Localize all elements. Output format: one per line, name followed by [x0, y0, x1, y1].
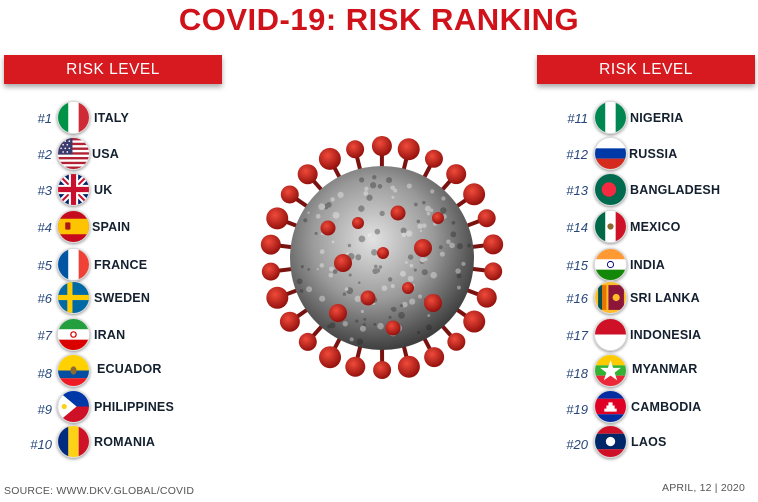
country-name: FRANCE	[94, 258, 147, 272]
list-item: #19 CAMBODIA	[545, 390, 755, 424]
list-item: #15 INDIA	[545, 248, 755, 282]
rank-number: #3	[22, 183, 52, 198]
list-item: #11 NIGERIA	[545, 101, 755, 135]
country-name: MYANMAR	[632, 362, 698, 376]
sweden-flag-icon	[57, 281, 90, 314]
rank-number: #18	[553, 366, 588, 381]
country-name: NIGERIA	[630, 111, 684, 125]
list-item: #9 PHILIPPINES	[0, 390, 250, 424]
rank-number: #20	[553, 437, 588, 452]
rank-number: #12	[553, 147, 588, 162]
france-flag-icon	[57, 248, 90, 281]
list-item: #8 ECUADOR	[0, 354, 250, 388]
list-item: #17 INDONESIA	[545, 318, 755, 352]
country-name: IRAN	[94, 328, 125, 342]
country-name: SWEDEN	[94, 291, 150, 305]
risk-level-header-left: RISK LEVEL	[4, 55, 222, 84]
list-item: #5 FRANCE	[0, 248, 250, 282]
nigeria-flag-icon	[594, 101, 627, 134]
country-name: PHILIPPINES	[94, 400, 174, 414]
myanmar-flag-icon	[594, 354, 627, 387]
iran-flag-icon	[57, 318, 90, 351]
country-name: ITALY	[94, 111, 129, 125]
rank-number: #14	[553, 220, 588, 235]
country-name: CAMBODIA	[631, 400, 701, 414]
indonesia-flag-icon	[594, 318, 627, 351]
laos-flag-icon	[594, 425, 627, 458]
page-title: COVID-19: RISK RANKING	[0, 2, 758, 38]
country-name: MEXICO	[630, 220, 681, 234]
date-text: APRIL, 12 | 2020	[662, 482, 745, 494]
country-name: RUSSIA	[629, 147, 677, 161]
rank-number: #11	[553, 111, 588, 126]
country-name: LAOS	[631, 435, 667, 449]
country-name: USA	[92, 147, 119, 161]
country-name: UK	[94, 183, 112, 197]
rank-number: #16	[553, 291, 588, 306]
rank-number: #19	[553, 402, 588, 417]
rank-number: #4	[22, 220, 52, 235]
russia-flag-icon	[594, 137, 627, 170]
list-item: #20 LAOS	[545, 425, 755, 459]
country-name: INDONESIA	[630, 328, 701, 342]
rank-number: #5	[22, 258, 52, 273]
list-item: #18 MYANMAR	[545, 354, 755, 388]
list-item: #14 MEXICO	[545, 210, 755, 244]
country-name: ECUADOR	[97, 362, 162, 376]
sri-lanka-flag-icon	[594, 281, 627, 314]
rank-number: #1	[22, 111, 52, 126]
list-item: #13 BANGLADESH	[545, 173, 755, 207]
rank-number: #2	[22, 147, 52, 162]
rank-number: #7	[22, 328, 52, 343]
bangladesh-flag-icon	[594, 173, 627, 206]
italy-flag-icon	[57, 101, 90, 134]
country-name: ROMANIA	[94, 435, 155, 449]
list-item: #10 ROMANIA	[0, 425, 250, 459]
rank-number: #13	[553, 183, 588, 198]
rank-number: #8	[22, 366, 52, 381]
country-name: INDIA	[630, 258, 665, 272]
rank-number: #9	[22, 402, 52, 417]
list-item: #4 SPAIN	[0, 210, 250, 244]
list-item: #12 RUSSIA	[545, 137, 755, 171]
list-item: #1 ITALY	[0, 101, 250, 135]
list-item: #2 USA	[0, 137, 250, 171]
list-item: #16 SRI LANKA	[545, 281, 755, 315]
spain-flag-icon	[57, 210, 90, 243]
mexico-flag-icon	[594, 210, 627, 243]
country-name: SPAIN	[92, 220, 130, 234]
usa-flag-icon	[57, 137, 90, 170]
list-item: #3 UK	[0, 173, 250, 207]
india-flag-icon	[594, 248, 627, 281]
country-name: BANGLADESH	[630, 183, 720, 197]
romania-flag-icon	[57, 425, 90, 458]
uk-flag-icon	[57, 173, 90, 206]
cambodia-flag-icon	[594, 390, 627, 423]
rank-number: #15	[553, 258, 588, 273]
philippines-flag-icon	[57, 390, 90, 423]
risk-level-header-right: RISK LEVEL	[537, 55, 755, 84]
source-text: SOURCE: WWW.DKV.GLOBAL/COVID	[4, 485, 194, 497]
list-item: #6 SWEDEN	[0, 281, 250, 315]
ecuador-flag-icon	[57, 354, 90, 387]
country-name: SRI LANKA	[630, 291, 700, 305]
list-item: #7 IRAN	[0, 318, 250, 352]
rank-number: #10	[22, 437, 52, 452]
coronavirus-illustration	[248, 128, 516, 388]
rank-number: #17	[553, 328, 588, 343]
rank-number: #6	[22, 291, 52, 306]
